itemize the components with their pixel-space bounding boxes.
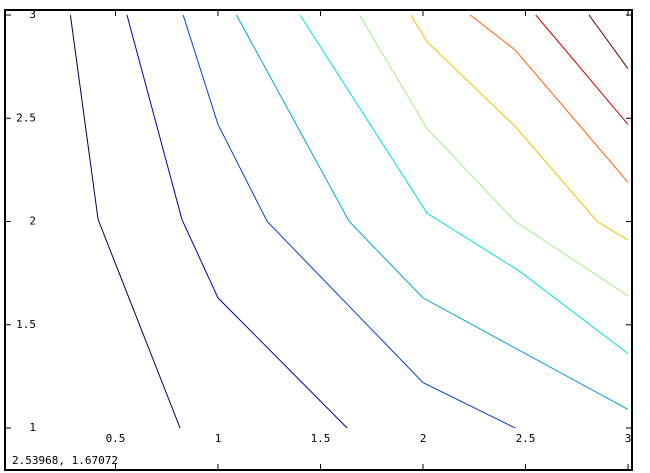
x-tick-label: 1.5 xyxy=(311,432,331,445)
y-tick-label: 1 xyxy=(29,421,36,434)
contour-line xyxy=(69,14,181,429)
status-text: 2.53968, 1.67072 xyxy=(12,454,118,467)
y-tick-label: 2 xyxy=(29,215,36,228)
contour-line xyxy=(126,14,348,429)
x-tick-label: 2.5 xyxy=(516,432,536,445)
contour-line xyxy=(299,14,629,355)
contour-line xyxy=(410,14,629,241)
x-tick-label: 2 xyxy=(420,432,427,445)
contour-line xyxy=(469,14,629,183)
contour-line xyxy=(588,14,629,69)
contour-line xyxy=(182,14,516,429)
contour-line xyxy=(535,14,629,125)
contour-line xyxy=(359,14,629,297)
x-tick-label: 3 xyxy=(625,432,632,445)
contour-line xyxy=(236,14,629,410)
y-tick-label: 2.5 xyxy=(16,111,36,124)
x-tick-label: 0.5 xyxy=(106,432,126,445)
y-tick-label: 3 xyxy=(29,8,36,21)
plot-frame xyxy=(4,9,633,471)
y-tick-label: 1.5 xyxy=(16,318,36,331)
x-tick-label: 1 xyxy=(215,432,222,445)
